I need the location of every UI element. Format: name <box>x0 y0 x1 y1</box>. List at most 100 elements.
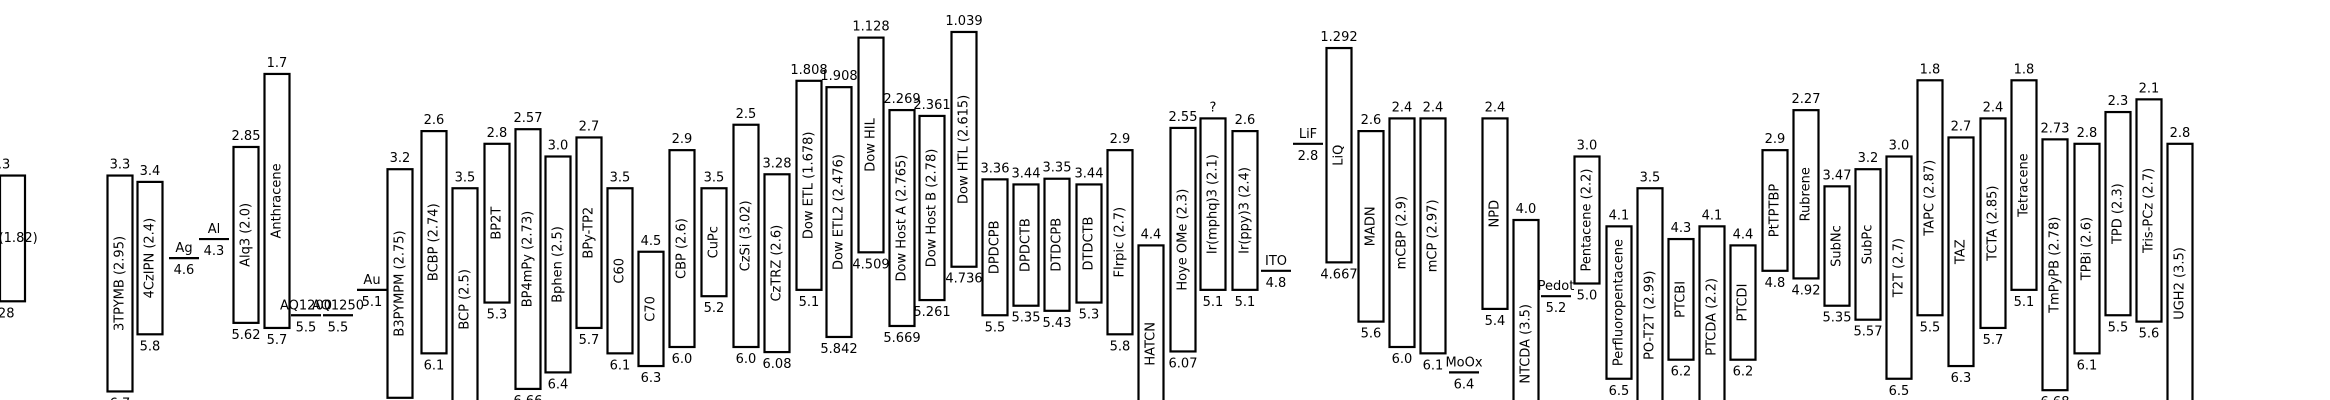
material-box <box>1854 168 1882 321</box>
top-energy-label: 3.2 <box>390 151 411 166</box>
material-box <box>1885 155 1913 380</box>
work-function-label: 5.5 <box>328 320 349 335</box>
top-energy-label: 2.6 <box>1235 113 1256 128</box>
material-box <box>575 136 603 330</box>
electrode-name-label: AQ1250 <box>312 298 364 313</box>
bottom-energy-label: 6.66 <box>514 394 543 400</box>
material-box <box>1106 149 1134 336</box>
top-energy-label: ? <box>1210 100 1217 115</box>
top-energy-label: 1.292 <box>1320 30 1357 45</box>
material-box <box>1169 126 1197 353</box>
material-box <box>2041 138 2069 392</box>
material-name-label: Tris-PCz (2.7) <box>2142 168 2157 254</box>
material-box <box>732 123 760 349</box>
bottom-energy-label: 5.1 <box>1235 295 1256 310</box>
top-energy-label: 4.3 <box>1671 221 1692 236</box>
material-box <box>1667 237 1695 361</box>
top-energy-label: 2.8 <box>2170 126 2191 141</box>
top-energy-label: 2.27 <box>1792 92 1821 107</box>
material-name-label: Perfluoropentacene <box>1612 239 1627 366</box>
material-name-label: CBP (2.6) <box>675 218 690 279</box>
bottom-energy-label: 6.07 <box>1169 356 1198 371</box>
work-function-label: 4.3 <box>204 244 225 259</box>
material-box <box>420 130 448 355</box>
material-box <box>2104 110 2132 317</box>
material-box <box>795 79 823 291</box>
material-name-label: Dow Host B (2.78) <box>925 149 940 268</box>
bottom-energy-label: 5.62 <box>232 328 261 343</box>
electrode-name-label: LiF <box>1299 127 1317 142</box>
top-energy-label: 2.6 <box>1361 113 1382 128</box>
bottom-energy-label: 5.2 <box>704 301 725 316</box>
material-name-label: BP4mPy (2.73) <box>521 211 536 307</box>
bottom-energy-label: 5.5 <box>2108 320 2129 335</box>
material-name-label: PTCDA (2.2) <box>1705 278 1720 356</box>
top-energy-label: 2.9 <box>1110 132 1131 147</box>
bottom-energy-label: 4.8 <box>1765 276 1786 291</box>
material-name-label: TPBi (2.6) <box>2080 217 2095 281</box>
material-name-label: SubPc <box>1861 225 1876 265</box>
material-name-label: Hoye OMe (2.3) <box>1176 189 1191 291</box>
top-energy-label: 2.6 <box>424 113 445 128</box>
material-box <box>700 187 728 298</box>
material-box <box>2073 142 2101 355</box>
bottom-energy-label: 6.5 <box>1889 384 1910 399</box>
material-name-label: HATCN <box>1144 322 1159 366</box>
bottom-energy-label: 6.2 <box>1671 365 1692 380</box>
material-name-label: TPD (2.3) <box>2111 183 2126 245</box>
bottom-energy-label: 6.1 <box>1423 358 1444 373</box>
material-name-label: BCBP (2.74) <box>427 203 442 281</box>
top-energy-label: 2.1 <box>2139 81 2160 96</box>
material-box <box>1199 117 1227 291</box>
material-box <box>451 187 479 400</box>
material-name-label: TAZ <box>1954 239 1969 265</box>
material-box <box>1325 46 1353 264</box>
material-name-label: mCP (2.97) <box>1426 199 1441 272</box>
bottom-energy-label: 6.1 <box>2077 358 2098 373</box>
top-energy-label: 3.0 <box>1577 139 1598 154</box>
material-box <box>637 250 665 368</box>
top-energy-label: 2.57 <box>514 111 543 126</box>
material-name-label: Dow Host A (2.765) <box>895 155 910 282</box>
material-box <box>1947 136 1975 368</box>
top-energy-label: 1.7 <box>267 56 288 71</box>
top-energy-label: 3.5 <box>455 170 476 185</box>
top-energy-label: 3.44 <box>1075 166 1104 181</box>
material-box <box>981 178 1009 317</box>
material-name-label: Pentacene (2.2) <box>1580 168 1595 271</box>
top-energy-label: 3.36 <box>981 161 1010 176</box>
material-name-label: CzSi (3.02) <box>739 200 754 271</box>
bottom-energy-label: 6.1 <box>424 358 445 373</box>
bottom-energy-label: 5.43 <box>1043 316 1072 331</box>
material-name-label: PTCDI <box>1736 284 1751 322</box>
material-box <box>1388 117 1416 349</box>
material-box <box>606 187 634 355</box>
work-function-label: 2.8 <box>1298 149 1319 164</box>
material-name-label: Ir(ppy)3 (2.4) <box>1238 167 1253 254</box>
top-energy-label: 2.4 <box>1485 100 1506 115</box>
bottom-energy-label: 6.4 <box>548 377 569 392</box>
bottom-energy-label: 5.1 <box>1203 295 1224 310</box>
electrode-name-label: ITO <box>1265 254 1287 269</box>
material-name-label: BP2T <box>490 207 505 240</box>
material-name-label: Dow HTL (2.615) <box>957 95 972 204</box>
material-name-label: C60 <box>613 258 628 284</box>
material-box <box>1075 183 1103 304</box>
material-name-label: Bphen (2.5) <box>551 226 566 303</box>
material-box <box>1636 187 1664 400</box>
top-energy-label: 2.9 <box>672 132 693 147</box>
material-name-label: B3PYMPM (2.75) <box>393 230 408 336</box>
material-box <box>825 86 853 339</box>
electrode-name-label: MoOx <box>1445 355 1482 370</box>
material-name-label: SubNc <box>1830 225 1845 267</box>
material-box <box>1481 117 1509 311</box>
material-box <box>1761 149 1789 272</box>
material-box <box>386 168 414 399</box>
material-name-label: MADN <box>1364 206 1379 246</box>
top-energy-label: 3.0 <box>548 139 569 154</box>
bottom-energy-label: 6.1 <box>610 358 631 373</box>
top-energy-label: 3.28 <box>763 156 792 171</box>
material-box <box>2135 98 2163 323</box>
top-energy-label: 3.3 <box>110 158 131 173</box>
material-name-label: Ir(mphq)3 (2.1) <box>1206 154 1221 254</box>
